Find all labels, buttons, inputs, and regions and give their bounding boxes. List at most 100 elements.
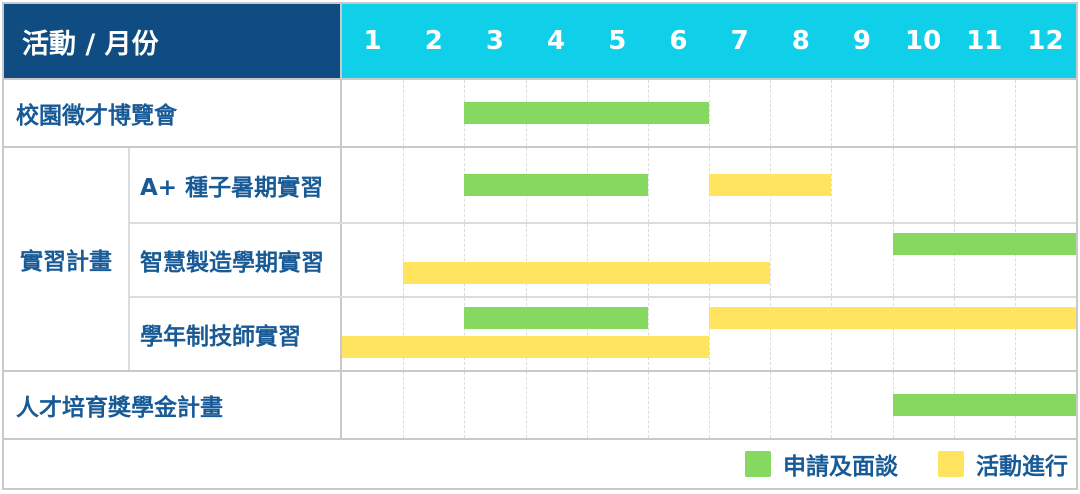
month-gridline bbox=[831, 148, 833, 222]
month-label-3: 3 bbox=[485, 26, 504, 56]
gantt-group-row: 實習計畫 A+ 種子暑期實習 智慧製造學期實習 學年制技師實習 bbox=[4, 148, 1076, 372]
month-label-8: 8 bbox=[791, 26, 810, 56]
month-gridline bbox=[709, 80, 710, 146]
chart-cell bbox=[342, 148, 1076, 222]
month-gridline bbox=[464, 298, 466, 370]
gantt-bar-yellow bbox=[403, 262, 771, 284]
gantt-subrow: A+ 種子暑期實習 bbox=[130, 148, 1076, 222]
chart-cell bbox=[342, 224, 1076, 296]
legend-label-yellow: 活動進行 bbox=[976, 454, 1068, 480]
month-gridline bbox=[647, 372, 649, 438]
month-gridline bbox=[1014, 148, 1016, 222]
month-gridline bbox=[770, 298, 772, 370]
subrow-label-cell: 學年制技師實習 bbox=[130, 298, 342, 370]
gantt-bar-green bbox=[464, 102, 709, 124]
gantt-bar-yellow bbox=[709, 174, 832, 196]
month-gridline bbox=[464, 372, 466, 438]
gantt-bar-green bbox=[892, 394, 1076, 416]
month-gridline bbox=[831, 80, 833, 146]
month-gridline bbox=[953, 298, 955, 370]
month-gridline bbox=[770, 372, 772, 438]
month-gridline bbox=[709, 298, 710, 370]
month-gridline bbox=[403, 224, 405, 296]
month-gridline bbox=[953, 148, 955, 222]
month-gridline bbox=[525, 372, 527, 438]
month-gridline bbox=[525, 224, 527, 296]
legend-swatch-yellow-icon bbox=[938, 451, 964, 477]
month-gridline bbox=[1014, 80, 1016, 146]
legend-label-green: 申請及面談 bbox=[783, 454, 898, 480]
gantt-body: 校園徵才博覽會實習計畫 A+ 種子暑期實習 智慧製造學期實習 學年制技師實習人才培育獎… bbox=[4, 80, 1076, 440]
gantt-row: 校園徵才博覽會 bbox=[4, 80, 1076, 148]
subrow-label: 智慧製造學期實習 bbox=[140, 250, 324, 276]
subrow-label: A+ 種子暑期實習 bbox=[140, 175, 324, 201]
header-title: 活動 / 月份 bbox=[22, 28, 159, 60]
month-gridline bbox=[1014, 298, 1016, 370]
month-gridline bbox=[831, 224, 833, 296]
month-gridline bbox=[403, 298, 405, 370]
month-gridline bbox=[647, 298, 649, 370]
subrow-label-cell: 智慧製造學期實習 bbox=[130, 224, 342, 296]
month-gridline bbox=[892, 224, 894, 296]
month-gridline bbox=[770, 80, 772, 146]
month-gridline bbox=[1014, 224, 1016, 296]
month-header-cells: 1 2 3 4 5 6 7 8 9 10 11 12 bbox=[342, 4, 1076, 78]
month-label-9: 9 bbox=[852, 26, 871, 56]
month-gridline bbox=[953, 80, 955, 146]
gantt-bar-green bbox=[464, 307, 648, 329]
row-label: 人才培育獎學金計畫 bbox=[16, 395, 223, 421]
subrow-label: 學年制技師實習 bbox=[140, 324, 301, 350]
gantt-bar-green bbox=[464, 174, 648, 196]
month-gridline bbox=[586, 372, 588, 438]
month-gridline bbox=[892, 298, 894, 370]
month-label-10: 10 bbox=[905, 26, 942, 56]
month-gridline bbox=[831, 298, 833, 370]
group-subrows: A+ 種子暑期實習 智慧製造學期實習 學年制技師實習 bbox=[130, 148, 1076, 370]
legend: 申請及面談 活動進行 bbox=[4, 440, 1076, 488]
month-gridline bbox=[586, 298, 588, 370]
month-gridline bbox=[647, 148, 649, 222]
month-label-1: 1 bbox=[363, 26, 382, 56]
month-label-2: 2 bbox=[424, 26, 443, 56]
month-gridline bbox=[464, 224, 466, 296]
chart-cell bbox=[342, 372, 1076, 438]
subrow-label-cell: A+ 種子暑期實習 bbox=[130, 148, 342, 222]
legend-item-green: 申請及面談 bbox=[745, 447, 898, 481]
group-label-cell: 實習計畫 bbox=[4, 148, 130, 370]
legend-swatch-green-icon bbox=[745, 451, 771, 477]
month-label-5: 5 bbox=[608, 26, 627, 56]
month-gridline bbox=[892, 148, 894, 222]
month-gridline bbox=[709, 224, 710, 296]
gantt-subrow: 學年制技師實習 bbox=[130, 296, 1076, 370]
gantt-bar-yellow bbox=[709, 307, 1076, 329]
table-header: 活動 / 月份 1 2 3 4 5 6 7 8 9 10 11 12 bbox=[4, 4, 1076, 80]
month-gridline bbox=[403, 148, 405, 222]
month-label-7: 7 bbox=[730, 26, 749, 56]
month-label-12: 12 bbox=[1027, 26, 1064, 56]
gantt-row: 人才培育獎學金計畫 bbox=[4, 372, 1076, 440]
chart-cell bbox=[342, 298, 1076, 370]
month-label-4: 4 bbox=[547, 26, 566, 56]
gantt-subrow: 智慧製造學期實習 bbox=[130, 222, 1076, 296]
month-gridline bbox=[892, 80, 894, 146]
legend-item-yellow: 活動進行 bbox=[938, 447, 1068, 481]
header-title-cell: 活動 / 月份 bbox=[4, 4, 342, 78]
gantt-bar-yellow bbox=[342, 336, 709, 358]
gantt-bar-green bbox=[892, 233, 1076, 255]
month-label-11: 11 bbox=[966, 26, 1003, 56]
row-label-cell: 校園徵才博覽會 bbox=[4, 80, 342, 146]
month-gridline bbox=[403, 372, 405, 438]
month-gridline bbox=[953, 224, 955, 296]
chart-cell bbox=[342, 80, 1076, 146]
month-gridline bbox=[831, 372, 833, 438]
row-label-cell: 人才培育獎學金計畫 bbox=[4, 372, 342, 438]
month-label-6: 6 bbox=[669, 26, 688, 56]
month-gridline bbox=[709, 372, 710, 438]
month-gridline bbox=[403, 80, 405, 146]
month-gridline bbox=[770, 224, 772, 296]
group-label: 實習計畫 bbox=[20, 249, 112, 275]
month-gridline bbox=[586, 224, 588, 296]
month-gridline bbox=[525, 298, 527, 370]
